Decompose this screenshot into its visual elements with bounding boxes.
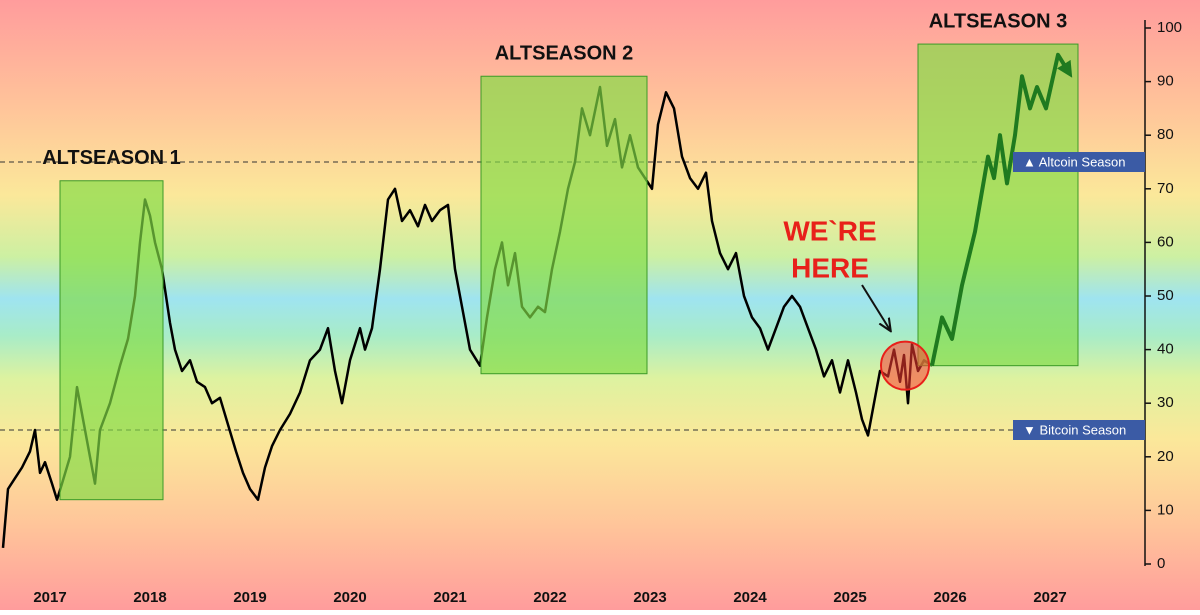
callout-arrow: [861, 284, 890, 330]
region-box: [917, 43, 1079, 367]
y-tick-label: 90: [1157, 73, 1174, 90]
x-tick-label: 2024: [733, 589, 767, 606]
y-tick-label: 50: [1157, 287, 1174, 304]
x-tick-label: 2023: [633, 589, 666, 606]
callout-circle: [880, 340, 930, 391]
level-label: ▼ Bitcoin Season: [1023, 422, 1126, 437]
x-tick-label: 2026: [933, 589, 966, 606]
x-tick-label: 2019: [233, 589, 266, 606]
y-tick-label: 30: [1157, 394, 1174, 411]
projection-line: [930, 52, 1073, 367]
region-label: ALTSEASON 1: [42, 147, 181, 169]
region-box: [480, 75, 648, 375]
callout-text: HERE: [791, 252, 869, 283]
y-tick-label: 80: [1157, 126, 1174, 143]
region-label: ALTSEASON 2: [495, 43, 634, 65]
x-tick-label: 2022: [533, 589, 566, 606]
region-label: ALTSEASON 3: [929, 10, 1068, 32]
x-tick-label: 2025: [833, 589, 866, 606]
level-badge: [1013, 420, 1145, 440]
y-tick-label: 20: [1157, 448, 1174, 465]
y-tick-label: 0: [1157, 555, 1165, 572]
y-tick-label: 100: [1157, 19, 1182, 36]
y-tick-label: 10: [1157, 501, 1174, 518]
x-tick-label: 2021: [433, 589, 466, 606]
region-box: [59, 180, 164, 501]
x-tick-label: 2027: [1033, 589, 1066, 606]
y-tick-label: 40: [1157, 341, 1174, 358]
x-tick-label: 2017: [33, 589, 66, 606]
level-label: ▲ Altcoin Season: [1023, 154, 1125, 169]
y-tick-label: 70: [1157, 180, 1174, 197]
level-badge: [1013, 152, 1145, 172]
y-tick-label: 60: [1157, 233, 1174, 250]
callout-text: WE`RE: [783, 215, 876, 246]
x-tick-label: 2018: [133, 589, 166, 606]
x-tick-label: 2020: [333, 589, 366, 606]
